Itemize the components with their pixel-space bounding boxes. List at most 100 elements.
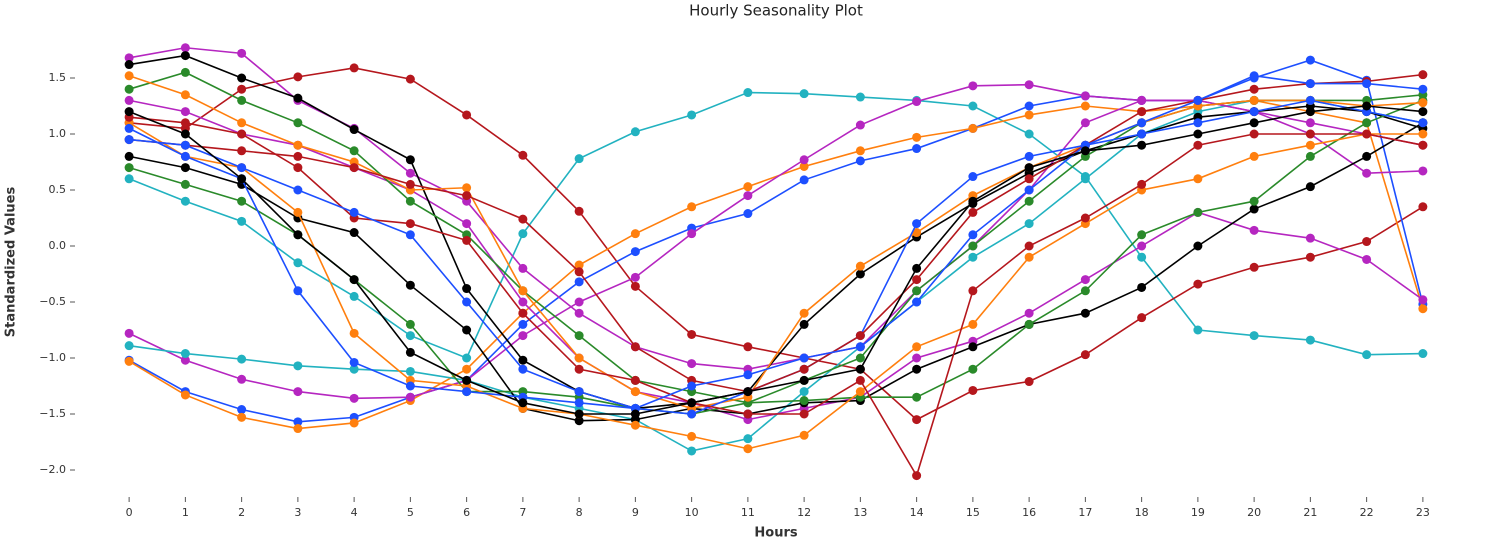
point <box>1249 151 1259 161</box>
point <box>1024 219 1034 229</box>
point <box>855 353 865 363</box>
point <box>349 163 359 173</box>
point <box>968 101 978 111</box>
point <box>855 364 865 374</box>
point <box>912 364 922 374</box>
point <box>405 381 415 391</box>
point <box>912 97 922 107</box>
x-axis-label: Hours <box>754 526 797 540</box>
point <box>799 308 809 318</box>
series-line <box>129 67 1424 421</box>
point <box>855 146 865 156</box>
point <box>1305 140 1315 150</box>
series-line <box>128 122 1423 450</box>
point <box>462 191 472 201</box>
point <box>237 73 247 83</box>
point <box>1418 140 1428 150</box>
point <box>968 172 978 182</box>
point <box>1305 252 1315 262</box>
point <box>124 95 134 105</box>
point <box>349 228 359 238</box>
point <box>124 107 134 117</box>
point <box>293 93 303 103</box>
point <box>743 182 753 192</box>
point <box>1249 71 1259 81</box>
point <box>462 364 472 374</box>
x-tick-label: 5 <box>407 506 414 519</box>
point <box>574 398 584 408</box>
point <box>799 161 809 171</box>
point <box>968 342 978 352</box>
point <box>1249 331 1259 341</box>
point <box>1193 174 1203 184</box>
point <box>630 387 640 397</box>
point <box>180 179 190 189</box>
point <box>912 392 922 402</box>
point <box>180 67 190 77</box>
point <box>1418 129 1428 139</box>
point <box>574 206 584 216</box>
point <box>124 60 134 70</box>
point <box>349 328 359 338</box>
point <box>349 393 359 403</box>
point <box>630 247 640 257</box>
point <box>405 319 415 329</box>
point <box>1080 174 1090 184</box>
x-tick-label: 18 <box>1135 506 1149 519</box>
series <box>124 95 1428 434</box>
point <box>349 364 359 374</box>
point <box>405 179 415 189</box>
point <box>405 155 415 165</box>
point <box>518 319 528 329</box>
point <box>799 319 809 329</box>
point <box>912 132 922 142</box>
point <box>574 297 584 307</box>
x-tick-label: 12 <box>797 506 811 519</box>
point <box>293 207 303 217</box>
point <box>405 230 415 240</box>
y-tick-label: −2.0 <box>39 463 66 476</box>
point <box>687 329 697 339</box>
point <box>1418 166 1428 176</box>
point <box>237 412 247 422</box>
point <box>855 387 865 397</box>
point <box>1080 91 1090 101</box>
x-tick-label: 23 <box>1416 506 1430 519</box>
point <box>912 263 922 273</box>
point <box>687 110 697 120</box>
point <box>124 135 134 145</box>
point <box>1080 213 1090 223</box>
point <box>405 347 415 357</box>
x-tick-label: 2 <box>238 506 245 519</box>
point <box>237 216 247 226</box>
series-line <box>128 91 1423 360</box>
point <box>687 446 697 456</box>
point <box>180 107 190 117</box>
point <box>405 168 415 178</box>
y-axis-label: Standardized Values <box>4 187 19 338</box>
point <box>1193 207 1203 217</box>
point <box>1137 118 1147 128</box>
point <box>1137 129 1147 139</box>
point <box>912 297 922 307</box>
point <box>180 118 190 128</box>
point <box>1024 174 1034 184</box>
point <box>1249 84 1259 94</box>
point <box>349 63 359 73</box>
point <box>743 444 753 454</box>
point <box>1305 107 1315 117</box>
point <box>799 353 809 363</box>
point <box>1418 202 1428 212</box>
point <box>1024 196 1034 206</box>
point <box>518 331 528 341</box>
point <box>405 392 415 402</box>
x-tick-label: 20 <box>1247 506 1261 519</box>
point <box>1418 118 1428 128</box>
point <box>1193 129 1203 139</box>
point <box>630 409 640 419</box>
point <box>124 328 134 338</box>
point <box>1024 163 1034 173</box>
y-tick-label: 1.0 <box>49 127 67 140</box>
point <box>912 286 922 296</box>
point <box>237 354 247 364</box>
